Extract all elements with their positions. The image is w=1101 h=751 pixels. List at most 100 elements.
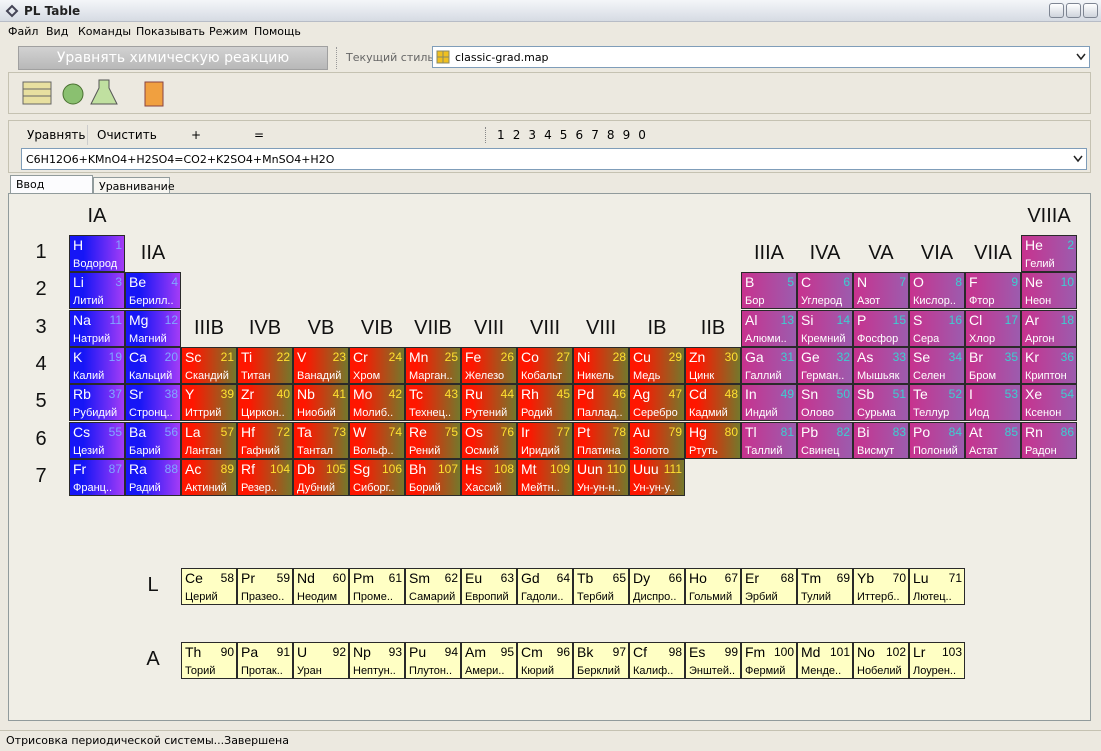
digit-button[interactable]: 0 <box>638 128 646 142</box>
style-combo[interactable]: classic-grad.map <box>432 46 1090 68</box>
element-cell[interactable]: Eu 63 Европий <box>461 568 517 605</box>
tab[interactable]: Уравнивание <box>93 177 175 196</box>
element-cell[interactable]: Ce 58 Церий <box>181 568 237 605</box>
element-cell[interactable]: Am 95 Амери.. <box>461 642 517 679</box>
maximize-button[interactable] <box>1066 3 1081 18</box>
element-cell[interactable]: Gd 64 Гадоли.. <box>517 568 573 605</box>
element-cell[interactable]: Np 93 Нептун.. <box>349 642 405 679</box>
panel-button[interactable]: + <box>191 128 202 142</box>
element-cell[interactable]: Cl 17 Хлор <box>965 309 1021 347</box>
element-cell[interactable]: Cm 96 Кюрий <box>517 642 573 679</box>
element-cell[interactable]: Co 27 Кобальт <box>517 346 573 384</box>
element-cell[interactable]: Hf 72 Гафний <box>237 421 293 459</box>
digit-button[interactable]: 2 <box>512 128 521 142</box>
element-cell[interactable]: Cd 48 Кадмий <box>685 384 741 422</box>
element-cell[interactable]: Lr 103 Лоурен.. <box>909 642 965 679</box>
element-cell[interactable]: As 33 Мышьяк <box>853 346 909 384</box>
menu-item[interactable]: Вид <box>46 25 69 38</box>
element-cell[interactable]: S 16 Сера <box>909 309 965 347</box>
tab[interactable]: Ввод реакции <box>10 175 93 204</box>
element-cell[interactable]: U 92 Уран <box>293 642 349 679</box>
element-cell[interactable]: Mg 12 Магний <box>125 309 181 347</box>
element-cell[interactable]: Sm 62 Самарий <box>405 568 461 605</box>
element-cell[interactable]: No 102 Нобелий <box>853 642 909 679</box>
element-cell[interactable]: Fr 87 Франц.. <box>69 458 125 496</box>
element-cell[interactable]: Pu 94 Плутон.. <box>405 642 461 679</box>
element-cell[interactable]: Cf 98 Калиф.. <box>629 642 685 679</box>
element-cell[interactable]: Na 11 Натрий <box>69 309 125 347</box>
menu-item[interactable]: Команды <box>78 25 132 38</box>
equalize-reaction-button[interactable]: Уравнять химическую реакцию <box>18 46 328 70</box>
element-cell[interactable]: Kr 36 Криптон <box>1021 346 1077 384</box>
element-cell[interactable]: At 85 Астат <box>965 421 1021 459</box>
digit-button[interactable]: 1 <box>497 128 505 142</box>
element-cell[interactable]: Mo 42 Молиб.. <box>349 384 405 422</box>
element-cell[interactable]: Be 4 Берилл.. <box>125 272 181 310</box>
element-cell[interactable]: Bh 107 Борий <box>405 458 461 496</box>
digit-button[interactable]: 6 <box>575 128 584 142</box>
element-cell[interactable]: V 23 Ванадий <box>293 346 349 384</box>
element-cell[interactable]: Po 84 Полоний <box>909 421 965 459</box>
element-cell[interactable]: W 74 Вольф.. <box>349 421 405 459</box>
element-cell[interactable]: Pt 78 Платина <box>573 421 629 459</box>
minimize-button[interactable] <box>1049 3 1064 18</box>
element-cell[interactable]: Li 3 Литий <box>69 272 125 310</box>
element-cell[interactable]: Mt 109 Мейтн.. <box>517 458 573 496</box>
element-cell[interactable]: Os 76 Осмий <box>461 421 517 459</box>
element-cell[interactable]: Ne 10 Неон <box>1021 272 1077 310</box>
menu-item[interactable]: Файл <box>8 25 39 38</box>
element-cell[interactable]: Rn 86 Радон <box>1021 421 1077 459</box>
element-cell[interactable]: Pb 82 Свинец <box>797 421 853 459</box>
element-cell[interactable]: Br 35 Бром <box>965 346 1021 384</box>
element-cell[interactable]: Al 13 Алюми.. <box>741 309 797 347</box>
element-cell[interactable]: Sn 50 Олово <box>797 384 853 422</box>
element-cell[interactable]: Pa 91 Протак.. <box>237 642 293 679</box>
menu-item[interactable]: Помощь <box>254 25 301 38</box>
element-cell[interactable]: Y 39 Иттрий <box>181 384 237 422</box>
element-cell[interactable]: Ra 88 Радий <box>125 458 181 496</box>
element-cell[interactable]: Er 68 Эрбий <box>741 568 797 605</box>
element-cell[interactable]: Fm 100 Фермий <box>741 642 797 679</box>
element-cell[interactable]: Bi 83 Висмут <box>853 421 909 459</box>
element-cell[interactable]: Ac 89 Актиний <box>181 458 237 496</box>
panel-button[interactable]: Очистить <box>97 128 157 142</box>
element-cell[interactable]: Sr 38 Стронц.. <box>125 384 181 422</box>
element-cell[interactable]: O 8 Кислор.. <box>909 272 965 310</box>
element-cell[interactable]: Zn 30 Цинк <box>685 346 741 384</box>
element-cell[interactable]: Yb 70 Иттерб.. <box>853 568 909 605</box>
element-cell[interactable]: Uun 110 Ун-ун-н.. <box>573 458 629 496</box>
element-cell[interactable]: Sb 51 Сурьма <box>853 384 909 422</box>
panel-button[interactable]: = <box>254 128 265 142</box>
element-cell[interactable]: Zr 40 Циркон.. <box>237 384 293 422</box>
element-cell[interactable]: Tm 69 Тулий <box>797 568 853 605</box>
element-cell[interactable]: Cs 55 Цезий <box>69 421 125 459</box>
digit-button[interactable]: 4 <box>544 128 552 142</box>
element-cell[interactable]: I 53 Иод <box>965 384 1021 422</box>
element-cell[interactable]: Pm 61 Проме.. <box>349 568 405 605</box>
element-cell[interactable]: La 57 Лантан <box>181 421 237 459</box>
element-cell[interactable]: Lu 71 Лютец.. <box>909 568 965 605</box>
digit-button[interactable]: 3 <box>528 128 537 142</box>
element-cell[interactable]: Te 52 Теллур <box>909 384 965 422</box>
element-cell[interactable]: Hg 80 Ртуть <box>685 421 741 459</box>
element-cell[interactable]: Tc 43 Технец.. <box>405 384 461 422</box>
element-cell[interactable]: Xe 54 Ксенон <box>1021 384 1077 422</box>
element-cell[interactable]: Ir 77 Иридий <box>517 421 573 459</box>
element-cell[interactable]: F 9 Фтор <box>965 272 1021 310</box>
element-cell[interactable]: Pr 59 Празео.. <box>237 568 293 605</box>
digit-button[interactable]: 8 <box>606 128 615 142</box>
element-cell[interactable]: Mn 25 Марган.. <box>405 346 461 384</box>
menu-item[interactable]: Режим <box>209 25 248 38</box>
element-cell[interactable]: Rf 104 Резер.. <box>237 458 293 496</box>
close-button[interactable] <box>1083 3 1098 18</box>
element-cell[interactable]: Es 99 Энштей.. <box>685 642 741 679</box>
element-cell[interactable]: Ti 22 Титан <box>237 346 293 384</box>
element-cell[interactable]: B 5 Бор <box>741 272 797 310</box>
element-cell[interactable]: N 7 Азот <box>853 272 909 310</box>
element-cell[interactable]: Ag 47 Серебро <box>629 384 685 422</box>
element-cell[interactable]: Db 105 Дубний <box>293 458 349 496</box>
element-cell[interactable]: Pd 46 Паллад.. <box>573 384 629 422</box>
digit-button[interactable]: 9 <box>622 128 631 142</box>
element-cell[interactable]: Uuu 111 Ун-ун-у.. <box>629 458 685 496</box>
element-cell[interactable]: Ge 32 Герман.. <box>797 346 853 384</box>
